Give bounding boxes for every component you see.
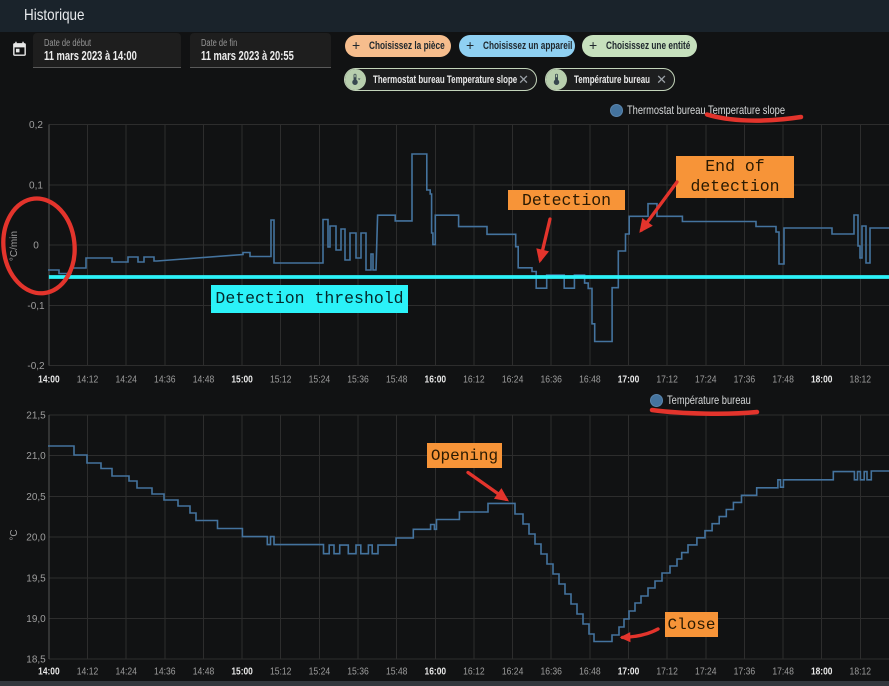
- svg-text:21,0: 21,0: [26, 451, 46, 462]
- svg-text:15:12: 15:12: [270, 666, 292, 678]
- svg-text:16:12: 16:12: [463, 666, 485, 678]
- svg-text:16:36: 16:36: [540, 374, 562, 386]
- svg-text:20,5: 20,5: [26, 492, 46, 503]
- svg-text:18:12: 18:12: [850, 666, 872, 678]
- svg-text:14:48: 14:48: [193, 666, 215, 678]
- svg-text:-0,2: -0,2: [27, 361, 45, 372]
- svg-text:15:48: 15:48: [386, 374, 408, 386]
- svg-text:17:36: 17:36: [734, 666, 756, 678]
- svg-text:-0,1: -0,1: [27, 301, 45, 312]
- svg-text:14:36: 14:36: [154, 666, 176, 678]
- svg-text:16:12: 16:12: [463, 374, 485, 386]
- svg-text:17:48: 17:48: [772, 666, 794, 678]
- svg-text:16:24: 16:24: [502, 374, 524, 386]
- svg-text:17:00: 17:00: [618, 374, 640, 386]
- svg-text:14:24: 14:24: [115, 666, 137, 678]
- svg-text:14:24: 14:24: [115, 374, 137, 386]
- svg-text:18:12: 18:12: [850, 374, 872, 386]
- svg-text:21,5: 21,5: [26, 411, 46, 422]
- svg-text:17:12: 17:12: [656, 374, 678, 386]
- svg-text:°C/min: °C/min: [9, 231, 20, 261]
- svg-text:19,5: 19,5: [26, 573, 46, 584]
- svg-text:14:00: 14:00: [38, 374, 60, 386]
- svg-text:17:12: 17:12: [656, 666, 678, 678]
- svg-text:16:00: 16:00: [425, 374, 447, 386]
- svg-text:0,1: 0,1: [29, 180, 43, 191]
- svg-text:19,0: 19,0: [26, 614, 46, 625]
- svg-text:15:24: 15:24: [309, 666, 331, 678]
- svg-text:18,5: 18,5: [26, 655, 46, 666]
- svg-text:14:12: 14:12: [77, 666, 99, 678]
- svg-text:°C: °C: [9, 529, 20, 540]
- svg-text:16:48: 16:48: [579, 374, 601, 386]
- svg-text:15:00: 15:00: [231, 666, 253, 678]
- svg-text:14:36: 14:36: [154, 374, 176, 386]
- svg-text:0: 0: [33, 241, 39, 252]
- svg-text:16:36: 16:36: [540, 666, 562, 678]
- svg-text:15:36: 15:36: [347, 374, 369, 386]
- svg-text:0,2: 0,2: [29, 120, 43, 131]
- svg-text:16:24: 16:24: [502, 666, 524, 678]
- svg-text:17:36: 17:36: [734, 374, 756, 386]
- svg-text:14:48: 14:48: [193, 374, 215, 386]
- svg-text:15:36: 15:36: [347, 666, 369, 678]
- svg-text:15:24: 15:24: [309, 374, 331, 386]
- svg-text:15:00: 15:00: [231, 374, 253, 386]
- svg-text:20,0: 20,0: [26, 533, 46, 544]
- svg-text:15:48: 15:48: [386, 666, 408, 678]
- svg-text:17:48: 17:48: [772, 374, 794, 386]
- svg-text:15:12: 15:12: [270, 374, 292, 386]
- svg-text:17:24: 17:24: [695, 374, 717, 386]
- svg-text:17:24: 17:24: [695, 666, 717, 678]
- svg-text:16:48: 16:48: [579, 666, 601, 678]
- svg-text:16:00: 16:00: [425, 666, 447, 678]
- svg-text:18:00: 18:00: [811, 374, 833, 386]
- svg-text:17:00: 17:00: [618, 666, 640, 678]
- svg-text:14:00: 14:00: [38, 666, 60, 678]
- svg-text:18:00: 18:00: [811, 666, 833, 678]
- svg-text:14:12: 14:12: [77, 374, 99, 386]
